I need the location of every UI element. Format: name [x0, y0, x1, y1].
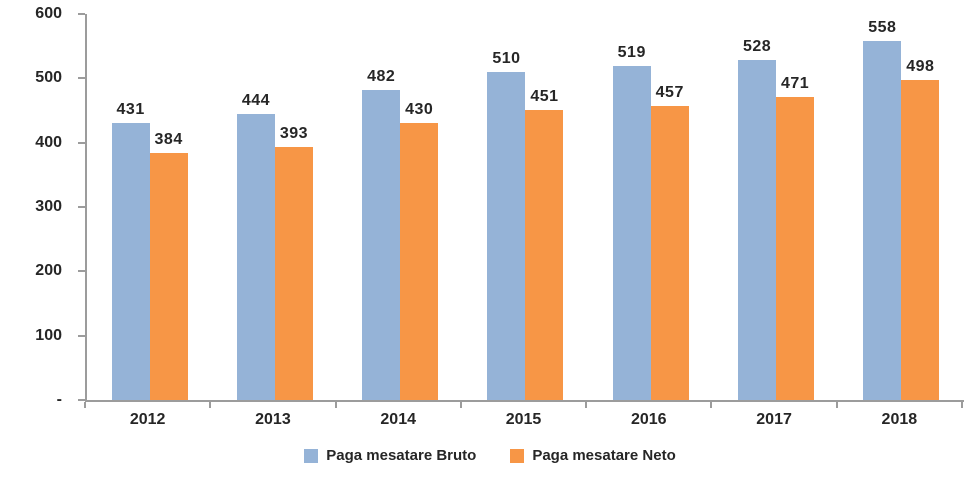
bar-bruto-2013	[236, 114, 275, 400]
bar-bruto-2016	[612, 66, 651, 400]
y-axis-tick	[78, 141, 85, 144]
y-axis-tick	[78, 206, 85, 208]
bar-neto-2017	[776, 97, 815, 400]
y-axis-tick	[78, 399, 85, 401]
bar-group-2018: 558 498	[839, 14, 964, 400]
bar-group-2014: 482 430	[338, 14, 463, 400]
value-label-bruto-2016: 519	[617, 44, 646, 62]
bar-wrap-neto-2017: 471	[776, 75, 815, 400]
bar-wrap-bruto-2014: 482	[362, 68, 401, 400]
y-axis-tick	[78, 77, 85, 80]
y-axis-tick	[78, 270, 85, 273]
bar-wrap-bruto-2018: 558	[863, 19, 902, 400]
x-axis-tick	[84, 402, 86, 408]
x-axis-tick	[961, 402, 963, 408]
y-axis-label-400: 400	[35, 133, 62, 151]
value-label-neto-2018: 498	[906, 58, 935, 76]
y-axis-label-600: 600	[35, 5, 62, 22]
bar-wrap-bruto-2015: 510	[487, 50, 526, 400]
y-axis-tick	[78, 13, 85, 15]
legend-swatch-bruto-icon	[304, 449, 319, 463]
x-axis-label-2015: 2015	[505, 411, 542, 428]
value-label-neto-2015: 451	[530, 88, 559, 106]
bar-group-2013: 444 393	[212, 14, 337, 400]
x-axis-tick	[710, 402, 713, 408]
legend-item-neto: Paga mesatare Neto	[510, 447, 676, 464]
y-axis-tick	[78, 334, 85, 337]
legend-swatch-neto-icon	[510, 449, 525, 463]
bar-bruto-2014	[362, 90, 401, 400]
bar-group-2015: 510 451	[463, 14, 588, 400]
value-label-neto-2012: 384	[154, 131, 183, 149]
bar-groups: 431 384 444 393 482 430 510 451 519 457 528 471 558 4…	[87, 14, 964, 400]
value-label-neto-2014: 430	[405, 101, 434, 119]
bar-bruto-2015	[487, 72, 526, 400]
value-label-neto-2017: 471	[780, 75, 810, 93]
bar-wrap-neto-2014: 430	[400, 101, 439, 400]
legend: Paga mesatare Bruto Paga mesatare Neto	[0, 448, 980, 464]
bar-group-2017: 528 471	[713, 14, 838, 400]
x-axis-tick	[585, 402, 588, 408]
value-label-neto-2013: 393	[279, 125, 309, 143]
bar-group-2012: 431 384	[87, 14, 212, 400]
bar-wrap-neto-2016: 457	[650, 84, 689, 400]
plot-area: 431 384 444 393 482 430 510 451 519 457 528 471 558 4…	[85, 14, 964, 402]
bar-wrap-bruto-2016: 519	[612, 44, 651, 400]
x-axis-label-2013: 2013	[255, 411, 291, 428]
y-axis-label-100: 100	[35, 326, 62, 344]
y-axis-label-500: 500	[35, 69, 62, 87]
bar-wrap-neto-2018: 498	[901, 58, 940, 400]
bar-neto-2018	[901, 80, 940, 400]
value-label-bruto-2015: 510	[492, 50, 521, 68]
x-axis-tick	[459, 402, 462, 408]
bar-neto-2012	[149, 153, 188, 400]
x-axis-label-2012: 2012	[129, 411, 166, 428]
bar-wrap-bruto-2012: 431	[111, 101, 150, 400]
x-axis-label-2018: 2018	[881, 411, 918, 428]
x-axis-label-2017: 2017	[756, 411, 792, 428]
value-label-bruto-2017: 528	[742, 38, 772, 56]
x-axis-label-2014: 2014	[380, 411, 416, 428]
value-label-bruto-2018: 558	[868, 19, 897, 37]
bar-neto-2014	[400, 123, 439, 400]
legend-item-bruto: Paga mesatare Bruto	[304, 448, 476, 464]
value-label-bruto-2014: 482	[367, 68, 396, 86]
y-axis-label-0: -	[56, 391, 62, 408]
x-axis-tick	[835, 402, 838, 408]
bar-wrap-neto-2013: 393	[274, 125, 313, 400]
bar-neto-2013	[274, 147, 313, 400]
bar-wrap-bruto-2017: 528	[738, 38, 777, 400]
bar-bruto-2017	[738, 60, 777, 400]
y-axis-label-300: 300	[35, 198, 62, 215]
value-label-bruto-2013: 444	[241, 92, 271, 110]
x-axis-tick	[334, 402, 337, 408]
legend-label-bruto: Paga mesatare Bruto	[326, 447, 477, 464]
value-label-neto-2016: 457	[655, 84, 684, 102]
bar-wrap-neto-2015: 451	[525, 88, 564, 400]
bar-wrap-neto-2012: 384	[149, 131, 188, 400]
bar-wrap-bruto-2013: 444	[236, 92, 275, 400]
bar-bruto-2012	[111, 123, 150, 400]
x-axis-tick	[209, 402, 212, 408]
x-axis-label-2016: 2016	[630, 411, 667, 428]
bar-neto-2015	[525, 110, 564, 400]
y-axis-label-200: 200	[35, 262, 62, 280]
bar-group-2016: 519 457	[588, 14, 713, 400]
legend-label-neto: Paga mesatare Neto	[532, 447, 676, 464]
bar-bruto-2018	[863, 41, 902, 400]
value-label-bruto-2012: 431	[116, 101, 145, 119]
bar-neto-2016	[650, 106, 689, 400]
